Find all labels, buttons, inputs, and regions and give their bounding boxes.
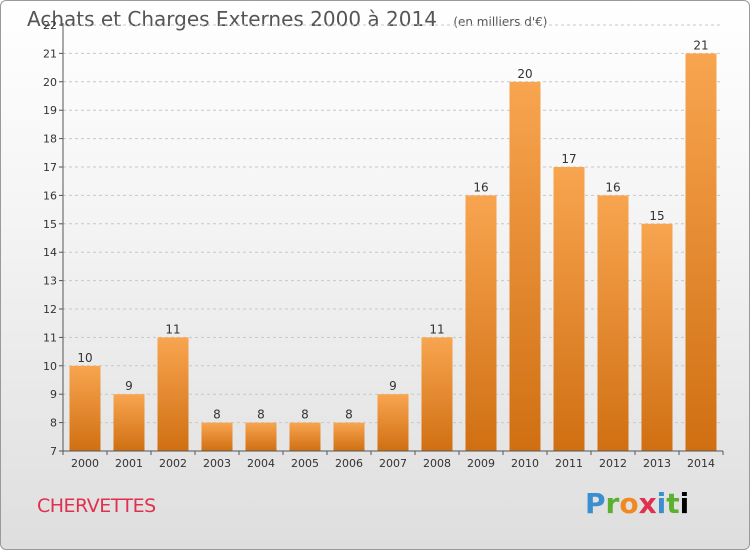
bar-2005 <box>289 422 321 451</box>
bar-2002 <box>157 337 189 451</box>
place-name: CHERVETTES <box>37 495 156 517</box>
y-axis: 7 8 9 10 11 12 13 14 15 16 17 18 19 20 21 22 <box>43 19 64 458</box>
bar-2012 <box>597 195 629 451</box>
x-tick-label-2003: 2003 <box>203 457 231 470</box>
value-label-2008: 11 <box>429 322 444 336</box>
y-tick-label: 15 <box>43 218 57 231</box>
bar-2009 <box>465 195 497 451</box>
x-tick-label-2012: 2012 <box>599 457 627 470</box>
y-tick-label: 14 <box>43 246 57 259</box>
bar-2001 <box>113 394 145 451</box>
bar-2010 <box>509 81 541 452</box>
chart-title-line: Achats et Charges Externes 2000 à 2014 (… <box>27 7 547 31</box>
value-label-2004: 8 <box>257 408 265 422</box>
y-tick-label: 13 <box>43 275 57 288</box>
x-tick-label-2010: 2010 <box>511 457 539 470</box>
y-tick-label: 19 <box>43 104 57 117</box>
y-tick-label: 20 <box>43 76 57 89</box>
bar-2007 <box>377 394 409 451</box>
y-tick-label: 10 <box>43 360 57 373</box>
bar-2006 <box>333 422 365 451</box>
y-tick-label: 17 <box>43 161 57 174</box>
y-tick-label: 12 <box>43 303 57 316</box>
bar-2008 <box>421 337 453 451</box>
bar-2014 <box>685 53 717 452</box>
x-axis: 2000 2001 2002 2003 2004 2005 2006 2007 2008 2009… <box>62 450 724 470</box>
bars <box>69 53 717 452</box>
x-tick-label-2013: 2013 <box>643 457 671 470</box>
bar-2011 <box>553 167 585 451</box>
y-tick-label: 16 <box>43 189 57 202</box>
y-tick-label: 22 <box>43 19 57 32</box>
x-tick-label-2005: 2005 <box>291 457 319 470</box>
bar-2013 <box>641 223 673 451</box>
value-label-2001: 9 <box>125 379 133 393</box>
x-tick-label-2002: 2002 <box>159 457 187 470</box>
value-label-2012: 16 <box>605 180 620 194</box>
x-tick-label-2014: 2014 <box>687 457 715 470</box>
x-tick-label-2009: 2009 <box>467 457 495 470</box>
y-tick-label: 21 <box>43 47 57 60</box>
proxiti-logo[interactable]: Proxiti <box>585 487 690 520</box>
bar-2004 <box>245 422 277 451</box>
bar-2003 <box>201 422 233 451</box>
y-tick-label: 11 <box>43 331 57 344</box>
chart-unit: (en milliers d'€) <box>453 15 548 29</box>
value-label-2010: 20 <box>517 67 532 81</box>
value-label-2000: 10 <box>77 351 92 365</box>
value-label-2002: 11 <box>165 322 180 336</box>
y-tick-label: 8 <box>50 417 57 430</box>
y-tick-label: 7 <box>50 445 57 458</box>
x-tick-label-2008: 2008 <box>423 457 451 470</box>
value-label-2006: 8 <box>345 408 353 422</box>
y-tick-label: 9 <box>50 388 57 401</box>
x-tick-label-2004: 2004 <box>247 457 275 470</box>
value-label-2013: 15 <box>649 209 664 223</box>
y-tick-label: 18 <box>43 133 57 146</box>
x-tick-label-2001: 2001 <box>115 457 143 470</box>
x-tick-label-2000: 2000 <box>71 457 99 470</box>
x-tick-label-2006: 2006 <box>335 457 363 470</box>
value-label-2007: 9 <box>389 379 397 393</box>
value-label-2014: 21 <box>693 38 708 52</box>
value-label-2009: 16 <box>473 180 488 194</box>
chart-title: Achats et Charges Externes 2000 à 2014 <box>27 7 437 31</box>
bar-2000 <box>69 365 101 451</box>
x-tick-label-2007: 2007 <box>379 457 407 470</box>
value-labels: 10 9 11 8 8 8 8 9 11 16 20 17 16 15 21 <box>77 38 708 421</box>
value-label-2003: 8 <box>213 408 221 422</box>
value-label-2011: 17 <box>561 152 576 166</box>
value-label-2005: 8 <box>301 408 309 422</box>
x-tick-label-2011: 2011 <box>555 457 583 470</box>
